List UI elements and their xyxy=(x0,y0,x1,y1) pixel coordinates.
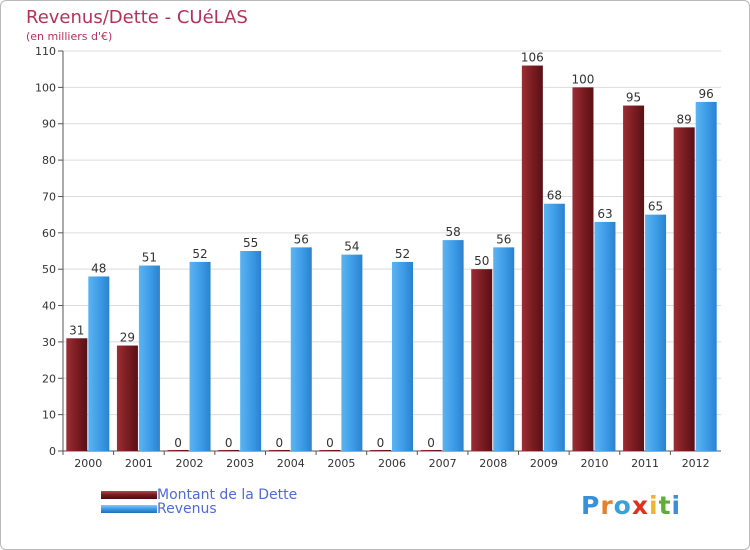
bar-revenue xyxy=(290,247,312,451)
data-label: 54 xyxy=(344,240,359,254)
data-label: 31 xyxy=(69,323,84,337)
bar-revenue xyxy=(442,240,464,451)
data-label: 65 xyxy=(648,200,663,214)
bar-debt xyxy=(370,450,391,451)
data-label: 29 xyxy=(120,331,135,345)
bar-revenue xyxy=(594,221,616,451)
bar-revenue xyxy=(543,203,565,451)
data-label: 106 xyxy=(521,51,544,65)
legend-item-debt: Montant de la Dette xyxy=(101,488,297,502)
data-label: 0 xyxy=(275,436,283,450)
bar-revenue xyxy=(341,254,363,451)
chart-subtitle: (en milliers d'€) xyxy=(26,30,113,43)
proxiti-logo: Proxiti xyxy=(581,491,681,520)
bar-debt xyxy=(420,450,442,451)
data-label: 95 xyxy=(626,91,641,105)
data-label: 58 xyxy=(445,225,460,239)
x-tick-label: 2012 xyxy=(682,457,710,470)
x-tick-label: 2003 xyxy=(226,457,254,470)
logo-letter: i xyxy=(649,491,659,520)
y-tick-label: 110 xyxy=(35,45,56,58)
bar-debt xyxy=(623,105,645,451)
data-label: 56 xyxy=(496,232,511,246)
y-tick-label: 100 xyxy=(35,81,56,94)
x-tick-label: 2010 xyxy=(580,457,608,470)
legend-swatch-revenue xyxy=(101,505,157,513)
data-label: 56 xyxy=(294,232,309,246)
data-label: 96 xyxy=(699,87,714,101)
data-label: 55 xyxy=(243,236,258,250)
logo-letter: P xyxy=(581,491,601,520)
bar-debt xyxy=(319,450,341,451)
bar-revenue xyxy=(493,247,515,451)
x-tick-label: 2008 xyxy=(479,457,507,470)
x-tick-label: 2009 xyxy=(530,457,558,470)
bar-revenue xyxy=(88,276,110,451)
data-label: 0 xyxy=(427,436,435,450)
x-tick-label: 2002 xyxy=(176,457,204,470)
data-label: 52 xyxy=(395,247,410,261)
legend-label-revenue: Revenus xyxy=(157,501,217,517)
logo-letter: i xyxy=(671,491,682,520)
x-tick-label: 2001 xyxy=(125,457,153,470)
data-label: 100 xyxy=(572,72,595,86)
y-tick-label: 60 xyxy=(42,227,56,240)
y-tick-label: 70 xyxy=(42,190,56,203)
logo-letter: o xyxy=(613,491,632,520)
logo-letter: x xyxy=(631,491,649,520)
logo-letter: r xyxy=(600,491,614,520)
legend-label-debt: Montant de la Dette xyxy=(157,487,298,503)
logo-letter: t xyxy=(658,491,672,520)
bar-debt xyxy=(572,87,594,451)
y-tick-label: 10 xyxy=(42,409,56,422)
data-label: 50 xyxy=(474,254,489,268)
y-tick-label: 40 xyxy=(42,300,56,313)
x-tick-label: 2000 xyxy=(74,457,102,470)
legend-item-revenue: Revenus xyxy=(101,502,217,516)
data-label: 52 xyxy=(192,247,207,261)
y-tick-label: 80 xyxy=(42,154,56,167)
bar-revenue xyxy=(138,265,160,451)
bar-revenue xyxy=(645,214,667,451)
y-tick-label: 30 xyxy=(42,336,56,349)
x-tick-label: 2006 xyxy=(378,457,406,470)
bar-debt xyxy=(471,269,493,451)
x-tick-label: 2007 xyxy=(429,457,457,470)
bar-revenue xyxy=(392,261,413,451)
bar-revenue xyxy=(240,251,262,451)
y-tick-label: 20 xyxy=(42,372,56,385)
x-tick-label: 2004 xyxy=(277,457,305,470)
legend-swatch-debt xyxy=(101,491,157,499)
bar-debt xyxy=(66,338,88,451)
data-label: 89 xyxy=(677,112,692,126)
bar-debt xyxy=(218,450,240,451)
data-label: 0 xyxy=(326,436,334,450)
data-label: 0 xyxy=(174,436,182,450)
data-label: 51 xyxy=(142,251,157,265)
data-label: 48 xyxy=(91,261,106,275)
bar-revenue xyxy=(189,261,211,451)
data-label: 68 xyxy=(547,189,562,203)
y-tick-label: 90 xyxy=(42,118,56,131)
chart-title: Revenus/Dette - CUéLAS xyxy=(26,7,248,28)
bar-debt xyxy=(673,127,695,451)
bar-debt xyxy=(268,450,290,451)
data-label: 63 xyxy=(597,207,612,221)
y-tick-label: 50 xyxy=(42,263,56,276)
bar-debt xyxy=(116,345,138,451)
bar-debt xyxy=(521,65,543,451)
bar-revenue xyxy=(695,101,717,451)
x-tick-label: 2005 xyxy=(327,457,355,470)
data-label: 0 xyxy=(225,436,233,450)
bar-debt xyxy=(167,450,189,451)
y-tick-label: 0 xyxy=(49,445,56,458)
x-tick-label: 2011 xyxy=(631,457,659,470)
data-label: 0 xyxy=(377,436,385,450)
